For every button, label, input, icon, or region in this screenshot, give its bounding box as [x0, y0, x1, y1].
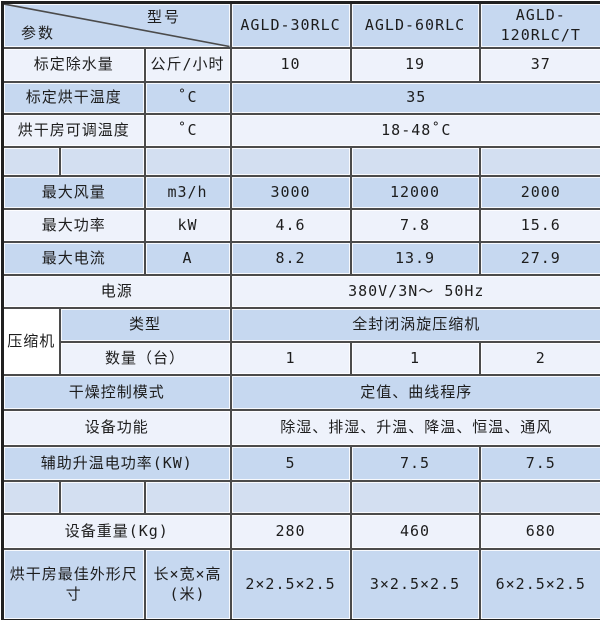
value-aux-heating-2: 7.5 [349, 444, 481, 482]
value-water-removal-1: 10 [229, 46, 352, 83]
row-compressor-type: 压缩机 类型 全封闭涡旋压缩机 [1, 306, 600, 376]
value-compressor-qty-1: 1 [229, 340, 352, 376]
empty-cell [1, 479, 61, 515]
row-max-power: 最大功率 kW 4.6 7.8 15.6 [1, 207, 600, 243]
unit-max-power: kW [143, 207, 232, 243]
value-max-power-3: 15.6 [478, 207, 600, 243]
group-label-compressor: 压缩机 [1, 306, 61, 376]
row-max-airflow: 最大风量 m3/h 3000 12000 2000 [1, 174, 600, 210]
empty-cell [229, 479, 352, 515]
row-adjustable-temp: 烘干房可调温度 ˚C 18-48˚C [1, 112, 600, 148]
row-aux-heating: 辅助升温电功率(KW) 5 7.5 7.5 [1, 444, 600, 482]
empty-cell [478, 479, 600, 515]
row-dimensions: 烘干房最佳外形尺寸 长×宽×高(米) 2×2.5×2.5 3×2.5×2.5 6… [1, 547, 600, 620]
diagonal-line [4, 4, 230, 47]
value-max-airflow-1: 3000 [229, 174, 352, 210]
header-model-3: AGLD-120RLC/T [478, 1, 600, 49]
header-model-2: AGLD-60RLC [349, 1, 481, 49]
unit-adjustable-temp: ˚C [143, 112, 232, 148]
empty-cell [143, 479, 232, 515]
label-adjustable-temp: 烘干房可调温度 [1, 112, 146, 148]
value-dimensions-3: 6×2.5×2.5 [478, 547, 600, 620]
label-control-mode: 干燥控制模式 [1, 373, 232, 411]
empty-cell [143, 145, 232, 177]
unit-drying-temp: ˚C [143, 80, 232, 115]
label-aux-heating: 辅助升温电功率(KW) [1, 444, 232, 482]
row-power-supply: 电源 380V/3N～ 50Hz [1, 273, 600, 309]
empty-cell [58, 145, 146, 177]
label-power-supply: 电源 [1, 273, 232, 309]
label-max-airflow: 最大风量 [1, 174, 146, 210]
label-dimensions: 烘干房最佳外形尺寸 [1, 547, 146, 620]
unit-dimensions: 长×宽×高(米) [143, 547, 232, 620]
value-water-removal-2: 19 [349, 46, 481, 83]
value-compressor-qty-3: 2 [478, 340, 600, 376]
header-model-1: AGLD-30RLC [229, 1, 352, 49]
empty-cell [478, 145, 600, 177]
empty-cell [58, 479, 146, 515]
value-max-current-2: 13.9 [349, 240, 481, 276]
value-max-current-3: 27.9 [478, 240, 600, 276]
value-weight-3: 680 [478, 512, 600, 550]
value-functions: 除湿、排湿、升温、降温、恒温、通风 [229, 408, 600, 447]
unit-max-current: A [143, 240, 232, 276]
row-control-mode: 干燥控制模式 定值、曲线程序 [1, 373, 600, 411]
value-max-current-1: 8.2 [229, 240, 352, 276]
separator-row-1 [1, 145, 600, 177]
label-compressor-type: 类型 [58, 306, 232, 343]
row-drying-temp: 标定烘干温度 ˚C 35 [1, 80, 600, 115]
separator-row-2 [1, 479, 600, 515]
value-weight-1: 280 [229, 512, 352, 550]
label-max-current: 最大电流 [1, 240, 146, 276]
row-max-current: 最大电流 A 8.2 13.9 27.9 [1, 240, 600, 276]
label-compressor-qty: 数量（台） [58, 340, 232, 376]
empty-cell [1, 145, 61, 177]
value-max-power-2: 7.8 [349, 207, 481, 243]
value-water-removal-3: 37 [478, 46, 600, 83]
value-dimensions-2: 3×2.5×2.5 [349, 547, 481, 620]
header-row: 型号 参数 AGLD-30RLC AGLD-60RLC AGLD-120RLC/… [1, 1, 600, 49]
corner-label-model: 型号 [147, 8, 182, 26]
value-dimensions-1: 2×2.5×2.5 [229, 547, 352, 620]
empty-cell [229, 145, 352, 177]
label-weight: 设备重量(Kg) [1, 512, 232, 550]
value-max-power-1: 4.6 [229, 207, 352, 243]
empty-cell [349, 479, 481, 515]
unit-max-airflow: m3/h [143, 174, 232, 210]
label-water-removal: 标定除水量 [1, 46, 146, 83]
label-max-power: 最大功率 [1, 207, 146, 243]
label-drying-temp: 标定烘干温度 [1, 80, 146, 115]
corner-label-param: 参数 [21, 24, 56, 43]
row-water-removal: 标定除水量 公斤/小时 10 19 37 [1, 46, 600, 83]
value-compressor-type: 全封闭涡旋压缩机 [229, 306, 600, 343]
label-functions: 设备功能 [1, 408, 232, 447]
value-drying-temp: 35 [229, 80, 600, 115]
value-weight-2: 460 [349, 512, 481, 550]
row-compressor-qty: 数量（台） 1 1 2 [3, 340, 600, 376]
value-adjustable-temp: 18-48˚C [229, 112, 600, 148]
value-aux-heating-3: 7.5 [478, 444, 600, 482]
value-aux-heating-1: 5 [229, 444, 352, 482]
value-control-mode: 定值、曲线程序 [229, 373, 600, 411]
value-max-airflow-2: 12000 [349, 174, 481, 210]
value-max-airflow-3: 2000 [478, 174, 600, 210]
value-compressor-qty-2: 1 [349, 340, 481, 376]
header-corner-cell: 型号 参数 [1, 1, 232, 49]
empty-cell [349, 145, 481, 177]
value-power-supply: 380V/3N～ 50Hz [229, 273, 600, 309]
row-weight: 设备重量(Kg) 280 460 680 [1, 512, 600, 550]
unit-water-removal: 公斤/小时 [143, 46, 232, 83]
row-functions: 设备功能 除湿、排湿、升温、降温、恒温、通风 [1, 408, 600, 447]
